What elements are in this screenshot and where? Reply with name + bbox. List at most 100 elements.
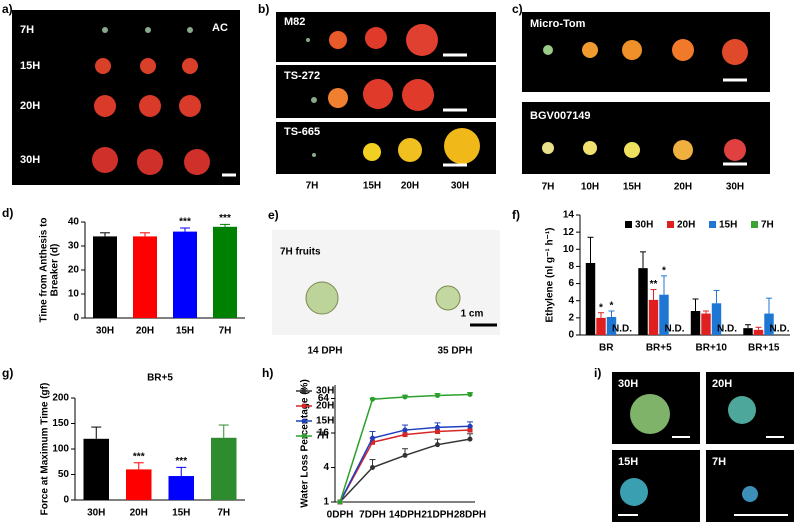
y-tick-label: 2 <box>568 312 574 323</box>
y-tick-label: 6 <box>568 278 574 289</box>
fruit <box>305 281 339 315</box>
x-tick-label: 0DPH <box>327 510 354 521</box>
legend-marker <box>301 433 307 439</box>
y-tick-label: 100 <box>52 444 69 455</box>
panel-label: c) <box>512 2 523 16</box>
stage-label: 7H <box>306 181 319 192</box>
stage-label: 20H <box>401 181 419 192</box>
stage-label: 7H <box>712 456 726 468</box>
bar <box>126 469 152 500</box>
fruit <box>94 95 116 117</box>
scale-label: 1 cm <box>461 309 484 320</box>
stage-label: 30H <box>618 378 638 390</box>
fruit <box>137 149 163 175</box>
fruit <box>179 95 201 117</box>
fruit <box>724 139 746 161</box>
panel-label: i) <box>594 366 601 380</box>
x-tick-label: BR <box>599 343 614 354</box>
fruit <box>363 143 381 161</box>
bar <box>711 303 722 335</box>
y-tick-label: 4 <box>323 462 329 473</box>
fruit <box>582 42 598 58</box>
legend-swatch <box>709 221 716 228</box>
fruit <box>398 138 422 162</box>
fruit <box>312 153 316 157</box>
y-tick-label: 0 <box>63 495 69 506</box>
fruit <box>184 149 210 175</box>
fruit <box>365 27 387 49</box>
stage-label: 15H <box>623 182 641 193</box>
stage-label: 10H <box>581 182 599 193</box>
marker <box>370 435 375 441</box>
y-axis-label: Water Loss Percentage (%) <box>300 379 311 508</box>
y-tick-label: 200 <box>52 393 69 404</box>
y-tick-label: 40 <box>68 217 80 228</box>
stage-label: 14 DPH <box>307 346 342 357</box>
legend-swatch <box>625 221 632 228</box>
stage-label: 20H <box>712 378 732 390</box>
legend-label: 20H <box>677 220 695 231</box>
panel-label: d) <box>2 206 13 220</box>
marker <box>402 432 408 438</box>
marker <box>337 499 343 505</box>
bar <box>638 268 648 335</box>
y-tick-label: 8 <box>568 261 574 272</box>
fruit <box>583 141 597 155</box>
y-tick-label: 50 <box>58 469 70 480</box>
stage-label: 30H <box>726 182 744 193</box>
legend-label: 15H <box>719 220 737 231</box>
fruit <box>444 128 480 164</box>
y-tick-label: 0 <box>568 330 574 341</box>
x-tick-label: 15H <box>172 508 190 519</box>
marker <box>435 424 440 430</box>
legend-label: 30H <box>316 386 334 397</box>
row-label: 30H <box>20 154 40 166</box>
y-tick-label: 20 <box>68 265 80 276</box>
photo <box>522 102 770 174</box>
cultivar-label: TS-272 <box>284 70 320 82</box>
marker <box>370 464 375 470</box>
marker <box>467 436 473 442</box>
x-tick-label: BR+10 <box>696 343 728 354</box>
bar <box>648 299 659 335</box>
value-label: N.D. <box>717 324 737 335</box>
bar <box>133 236 157 318</box>
x-tick-label: 20H <box>136 326 154 337</box>
fruit <box>435 285 461 311</box>
marker <box>402 394 408 400</box>
y-tick-label: 12 <box>563 227 575 238</box>
stage-label: 15H <box>363 181 381 192</box>
fruit <box>92 147 118 173</box>
y-axis-label: Time from Anthesis to <box>39 217 50 322</box>
stage-label: 15H <box>618 456 638 468</box>
bar <box>659 294 669 335</box>
legend-label: 7H <box>316 431 329 442</box>
stage-label: 30H <box>451 181 469 192</box>
significance: ** <box>650 279 658 290</box>
row-label: 7H <box>20 24 34 36</box>
x-tick-label: 20H <box>130 508 148 519</box>
significance: *** <box>133 451 145 462</box>
cultivar-label: BGV007149 <box>530 110 591 122</box>
fruit <box>363 79 393 109</box>
panel-label: b) <box>258 2 269 16</box>
marker <box>435 442 440 448</box>
y-tick-label: 30 <box>68 241 80 252</box>
bar <box>596 317 606 335</box>
fruit <box>620 478 648 506</box>
panel-label: f) <box>512 208 520 222</box>
significance: * <box>599 302 603 313</box>
fruit <box>742 486 758 502</box>
y-tick-label: 4 <box>568 295 574 306</box>
marker <box>370 396 375 402</box>
significance: *** <box>179 217 191 228</box>
bar <box>83 438 109 500</box>
stage-label: 35 DPH <box>437 346 472 357</box>
panel-label: h) <box>262 366 273 380</box>
marker <box>370 439 375 445</box>
legend-marker <box>301 418 307 424</box>
photo-title: AC <box>212 22 228 34</box>
x-tick-label: BR+5 <box>646 343 672 354</box>
cultivar-label: M82 <box>284 16 305 28</box>
